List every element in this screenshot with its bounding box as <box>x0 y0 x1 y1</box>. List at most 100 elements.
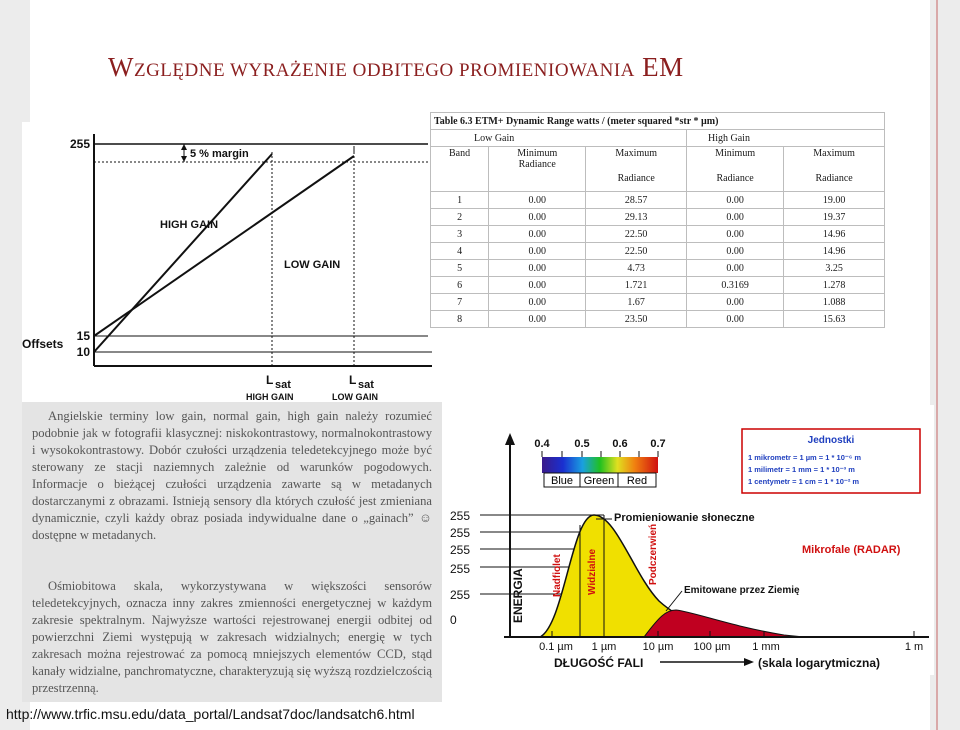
title-em: EM <box>642 52 684 82</box>
lsat-high-caption: HIGH GAIN <box>246 392 294 402</box>
table-row: 7 0.00 1.67 0.00 1.088 <box>429 293 885 311</box>
level-255-c: 255 <box>450 543 470 557</box>
radiance-cell: 0.00 <box>685 310 785 328</box>
band-cell: 6 <box>429 276 490 294</box>
nadfiolet-label: Nadfiolet <box>552 554 563 597</box>
radiance-cell: 4.73 <box>585 259 687 277</box>
high-gain-label: HIGH GAIN <box>160 219 218 231</box>
band-cell: 7 <box>429 293 490 311</box>
offsets-label: Offsets <box>22 337 64 351</box>
etm-dynamic-range-table: Table 6.3 ETM+ Dynamic Range watts / (me… <box>429 112 885 328</box>
radiance-cell: 22.50 <box>585 225 687 243</box>
table-row: 8 0.00 23.50 0.00 15.63 <box>429 310 885 328</box>
radiance-cell: 1.278 <box>783 276 885 294</box>
radiance-cell: 3.25 <box>783 259 885 277</box>
units-box <box>741 428 921 494</box>
gain-explanation-paragraph: Angielskie terminy low gain, normal gain… <box>32 409 432 542</box>
margin-arrow-up <box>181 144 187 150</box>
title-rest: ZGLĘDNE WYRAŻENIE ODBITEGO PROMIENIOWANI… <box>133 60 635 81</box>
table-row: 2 0.00 29.13 0.00 19.37 <box>429 208 885 226</box>
table-row: 3 0.00 22.50 0.00 14.96 <box>429 225 885 243</box>
band-cell: 1 <box>429 191 490 209</box>
table-row: 6 0.00 1.721 0.3169 1.278 <box>429 276 885 294</box>
band-cell: 4 <box>429 242 490 260</box>
radiance-cell: 1.67 <box>585 293 687 311</box>
col-highgain-max: Maximum Radiance <box>783 146 885 192</box>
y-label-10: 10 <box>77 345 91 359</box>
low-gain-header: Low Gain <box>430 129 687 147</box>
band-cell: 8 <box>429 310 490 328</box>
x-tick-10um: 10 µm <box>643 641 674 653</box>
x-tick-1mm: 1 mm <box>752 641 780 653</box>
radiance-cell: 1.088 <box>783 293 885 311</box>
x-tick-100um: 100 µm <box>694 641 731 653</box>
unit-micrometer: 1 mikrometr = 1 µm = 1 * 10⁻⁶ m <box>748 453 861 462</box>
radiance-cell: 0.00 <box>685 259 785 277</box>
radiance-cell: 0.00 <box>488 225 587 243</box>
description-box: Angielskie terminy low gain, normal gain… <box>22 402 442 702</box>
source-url[interactable]: http://www.trfic.msu.edu/data_portal/Lan… <box>6 706 415 722</box>
high-gain-line <box>93 153 273 353</box>
x-tick-1um: 1 µm <box>592 641 617 653</box>
col-lowgain-max: Maximum Radiance <box>585 146 687 192</box>
y-label-255: 255 <box>70 137 90 151</box>
tick-0-6: 0.6 <box>612 438 627 450</box>
radiance-cell: 0.00 <box>685 225 785 243</box>
radiance-cell: 0.00 <box>685 191 785 209</box>
lsat-low-L: L <box>349 373 356 387</box>
etm-dynamic-range-table-panel: Table 6.3 ETM+ Dynamic Range watts / (me… <box>428 110 888 340</box>
level-255-d: 255 <box>450 562 470 576</box>
solar-label: Promieniowanie słoneczne <box>614 512 755 524</box>
red-box <box>617 472 657 488</box>
blue-label: Blue <box>551 475 573 487</box>
unit-millimeter: 1 milimetr = 1 mm = 1 * 10⁻³ m <box>748 465 855 474</box>
band-cell: 5 <box>429 259 490 277</box>
radiance-cell: 28.57 <box>585 191 687 209</box>
radiance-cell: 14.96 <box>783 242 885 260</box>
units-title: Jednostki <box>808 435 855 446</box>
table-caption: Table 6.3 ETM+ Dynamic Range watts / (me… <box>430 112 885 130</box>
energy-label: ENERGIA <box>511 568 525 623</box>
lsat-low-sub: sat <box>358 379 374 391</box>
radiance-cell: 0.00 <box>488 208 587 226</box>
table-body: 1 0.00 28.57 0.00 19.00 2 0.00 29.13 0.00 19.37 3 0… <box>429 191 885 328</box>
em-spectrum-diagram: 0.4 0.5 0.6 0.7 Blue Green Red Jednostki… <box>444 405 934 675</box>
radiance-cell: 0.00 <box>685 208 785 226</box>
low-gain-label: LOW GAIN <box>284 259 340 271</box>
log-scale-label: (skala logarytmiczna) <box>758 656 880 670</box>
radiance-cell: 0.00 <box>488 310 587 328</box>
radiance-cell: 0.00 <box>488 191 587 209</box>
energy-axis-arrow <box>505 433 515 445</box>
tick-0-4: 0.4 <box>534 438 550 450</box>
level-255-a: 255 <box>450 509 470 523</box>
title-initial: W <box>108 52 134 82</box>
radiance-cell: 19.37 <box>783 208 885 226</box>
lsat-low-caption: LOW GAIN <box>332 392 378 402</box>
band-cell: 3 <box>429 225 490 243</box>
table-row: 1 0.00 28.57 0.00 19.00 <box>429 191 885 209</box>
radiance-cell: 1.721 <box>585 276 687 294</box>
band-cell: 2 <box>429 208 490 226</box>
col-lowgain-min: Minimum Radiance <box>488 146 587 192</box>
visible-rainbow-bar <box>542 457 658 473</box>
radiance-cell: 15.63 <box>783 310 885 328</box>
level-255-b: 255 <box>450 526 470 540</box>
lsat-high-L: L <box>266 373 273 387</box>
radiance-cell: 0.00 <box>488 293 587 311</box>
col-highgain-min: Minimum Radiance <box>685 146 785 192</box>
radiance-cell: 0.00 <box>488 276 587 294</box>
radiance-cell: 0.00 <box>488 242 587 260</box>
margin-label: 5 % margin <box>190 148 249 160</box>
podczerwien-label: Podczerwień <box>648 524 659 585</box>
tick-0-7: 0.7 <box>650 438 665 450</box>
col-band-header: Band <box>429 146 490 192</box>
high-gain-header: High Gain <box>686 129 885 147</box>
earth-emission-curve <box>642 609 805 638</box>
radiance-cell: 29.13 <box>585 208 687 226</box>
level-0: 0 <box>450 613 457 627</box>
level-255-e: 255 <box>450 588 470 602</box>
radiance-cell: 22.50 <box>585 242 687 260</box>
table-row: 5 0.00 4.73 0.00 3.25 <box>429 259 885 277</box>
red-label: Red <box>627 475 647 487</box>
radiance-cell: 23.50 <box>585 310 687 328</box>
